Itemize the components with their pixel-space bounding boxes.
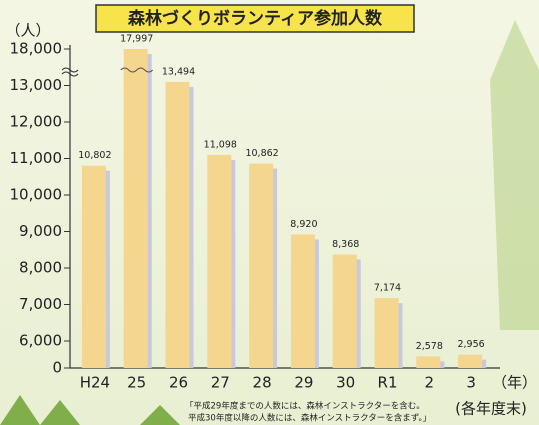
x-tick-label: 28 xyxy=(253,374,272,392)
bar xyxy=(124,49,148,368)
bar xyxy=(166,82,190,368)
value-label: 2,956 xyxy=(457,339,484,350)
value-label: 10,802 xyxy=(78,150,111,161)
x-tick-label: 3 xyxy=(466,374,476,392)
bar xyxy=(416,356,440,368)
bar xyxy=(249,164,273,368)
x-tick-label: 26 xyxy=(169,374,188,392)
bar xyxy=(291,234,315,368)
x-tick-label: 30 xyxy=(336,374,355,392)
bar xyxy=(207,155,231,368)
footnote: 平成30年度以降の人数には、森林インストラクターを含まず。」 xyxy=(188,413,431,424)
footnote: 「平成29年度までの人数には、森林インストラクターを含む。 xyxy=(185,401,425,412)
period-note: (各年度末) xyxy=(455,400,527,418)
value-label: 7,174 xyxy=(374,283,401,294)
value-label: 10,862 xyxy=(245,148,278,159)
y-tick-label: 6,000 xyxy=(19,332,62,350)
chart: 森林づくりボランティア参加人数 （人） （年） (各年度末) 「平成29年度まで… xyxy=(0,0,539,425)
x-tick-label: 29 xyxy=(294,374,313,392)
bar xyxy=(82,166,106,368)
y-tick-label: 8,000 xyxy=(19,259,62,277)
x-tick-label: H24 xyxy=(80,374,110,392)
value-label: 8,368 xyxy=(332,239,359,250)
bar xyxy=(375,298,399,368)
chart-title: 森林づくりボランティア参加人数 xyxy=(128,8,383,29)
x-tick-label: 27 xyxy=(211,374,230,392)
x-tick-label: R1 xyxy=(378,374,398,392)
value-label: 11,098 xyxy=(204,139,237,150)
y-tick-label: 13,000 xyxy=(10,76,63,94)
y-unit: （人） xyxy=(5,22,50,40)
y-tick-label: 10,000 xyxy=(10,186,63,204)
x-unit: （年） xyxy=(492,374,537,392)
value-label: 8,920 xyxy=(290,219,317,230)
y-tick-label: 18,000 xyxy=(10,40,63,58)
y-tick-label: 0 xyxy=(52,359,62,377)
y-tick-label: 7,000 xyxy=(19,295,62,313)
x-tick-label: 2 xyxy=(425,374,435,392)
bar xyxy=(333,255,357,368)
y-tick-label: 12,000 xyxy=(10,113,63,131)
value-label: 17,997 xyxy=(120,34,153,45)
bar xyxy=(458,355,482,368)
value-label: 13,494 xyxy=(162,66,195,77)
value-label: 2,578 xyxy=(416,341,443,352)
y-tick-label: 11,000 xyxy=(10,149,63,167)
y-tick-label: 9,000 xyxy=(19,222,62,240)
x-tick-label: 25 xyxy=(127,374,146,392)
